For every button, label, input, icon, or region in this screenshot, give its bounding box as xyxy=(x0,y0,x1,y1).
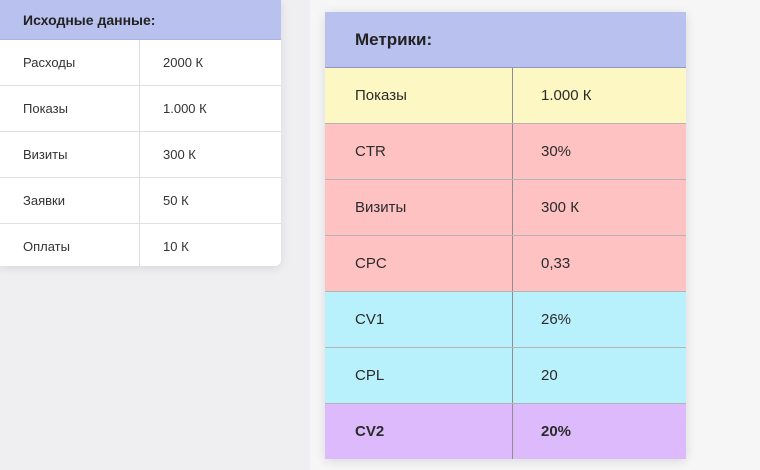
source-data-title: Исходные данные: xyxy=(0,0,281,40)
row-label: Визиты xyxy=(0,132,140,177)
metric-value: 20 xyxy=(541,367,558,384)
metric-label: CPL xyxy=(325,348,513,403)
metric-label: CV1 xyxy=(325,292,513,347)
table-row: Показы 1.000 К xyxy=(0,86,281,132)
metric-value: 0,33 xyxy=(541,255,571,272)
row-label: Заявки xyxy=(0,178,140,223)
row-label: Оплаты xyxy=(0,224,140,266)
metric-row: CV1 26% xyxy=(325,292,686,348)
row-value: 50 К xyxy=(163,193,189,208)
metric-row: CPL 20 xyxy=(325,348,686,404)
metric-row: CTR 30% xyxy=(325,124,686,180)
metric-value: 30% xyxy=(541,143,572,160)
row-label: Расходы xyxy=(0,40,140,85)
metric-row: Показы 1.000 К xyxy=(325,68,686,124)
metric-value: 1.000 К xyxy=(541,87,592,104)
metric-label: CTR xyxy=(325,124,513,179)
row-value: 1.000 К xyxy=(163,101,207,116)
metric-label: CV2 xyxy=(325,404,513,459)
metrics-table: Метрики: Показы 1.000 К CTR 30% Визиты 3… xyxy=(325,12,686,459)
metric-row: Визиты 300 К xyxy=(325,180,686,236)
table-row: Заявки 50 К xyxy=(0,178,281,224)
table-row: Оплаты 10 К xyxy=(0,224,281,266)
table-row: Визиты 300 К xyxy=(0,132,281,178)
table-row: Расходы 2000 К xyxy=(0,40,281,86)
metric-label: Визиты xyxy=(325,180,513,235)
row-label: Показы xyxy=(0,86,140,131)
metric-row: CV2 20% xyxy=(325,404,686,459)
row-value: 2000 К xyxy=(163,55,204,70)
metric-value: 300 К xyxy=(541,199,579,216)
metric-value: 26% xyxy=(541,311,572,328)
metrics-title: Метрики: xyxy=(325,12,686,68)
metric-row: CPC 0,33 xyxy=(325,236,686,292)
row-value: 300 К xyxy=(163,147,196,162)
metric-label: Показы xyxy=(325,68,513,123)
metric-value: 20% xyxy=(541,423,572,440)
source-data-table: Исходные данные: Расходы 2000 К Показы 1… xyxy=(0,0,281,266)
metric-label: CPC xyxy=(325,236,513,291)
row-value: 10 К xyxy=(163,239,189,254)
